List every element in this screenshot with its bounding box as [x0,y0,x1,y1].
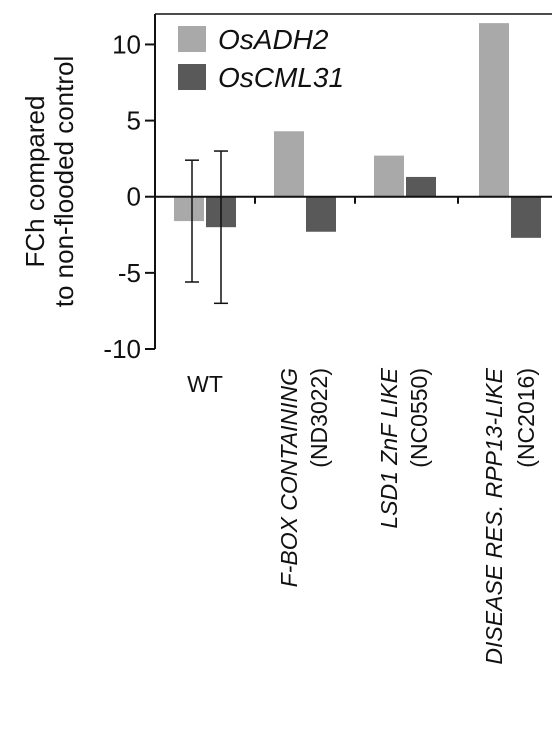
bar-OsADH2-2 [374,155,404,197]
y-tick-label: 5 [127,106,141,136]
category-label-line: (NC2016) [513,368,539,468]
category-label-line: (NC0550) [406,368,432,468]
bar-OsCML31-2 [406,176,436,197]
legend: OsADH2 OsCML31 [178,24,344,93]
y-tick-label: 10 [112,29,141,59]
bar-OsCML31-3 [511,196,541,238]
y-tick-label: 0 [127,182,141,212]
bar-OsCML31-1 [306,196,336,232]
category-label-wt: WT [187,371,223,397]
bars [174,23,541,305]
y-axis-title-line: FCh compared [20,96,50,268]
y-axis-title-line: to non-flooded control [49,56,79,308]
legend-label-OsCML31: OsCML31 [218,62,344,93]
category-label-line: F-BOX CONTAINING [276,368,302,587]
x-axis [155,195,552,204]
bar-OsADH2-1 [274,131,304,197]
legend-label-OsADH2: OsADH2 [218,24,329,55]
bar-OsADH2-0 [174,196,204,222]
legend-swatch-OsADH2 [178,26,206,52]
y-axis: -10 -5 0 5 10 [103,13,552,364]
category-label-line: DISEASE RES. RPP13-LIKE [481,367,507,664]
y-axis-title: FCh compared to non-flooded control [20,56,79,308]
y-tick-label: -5 [118,258,141,288]
legend-swatch-OsCML31 [178,64,206,90]
category-label-line: (ND3022) [306,368,332,468]
bar-OsADH2-3 [479,23,509,197]
y-tick-label: -10 [103,334,141,364]
category-label-line: LSD1 ZnF LIKE [376,367,402,528]
category-labels: WT F-BOX CONTAINING (ND3022) LSD1 ZnF LIKE(… [187,367,539,664]
